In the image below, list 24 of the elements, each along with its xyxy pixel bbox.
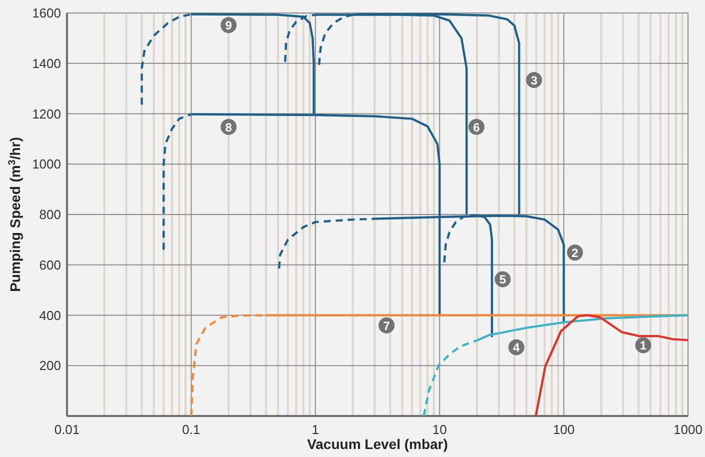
annotation: 2 <box>572 246 579 260</box>
annotation: 8 <box>225 120 232 134</box>
x-axis-title: Vacuum Level (mbar) <box>307 436 448 452</box>
x-tick-label: 0.1 <box>182 422 200 437</box>
y-tick-label: 1400 <box>32 56 61 71</box>
annotation: 7 <box>383 318 390 333</box>
y-tick-label: 800 <box>39 207 61 222</box>
annotation: 5 <box>499 272 506 287</box>
annotation: 6 <box>473 120 480 134</box>
y-tick-label: 400 <box>39 308 61 323</box>
x-tick-label: 1 <box>312 422 320 437</box>
x-tick-label: 1000 <box>674 422 702 437</box>
y-tick-label: 1600 <box>32 6 61 20</box>
annotation: 9 <box>225 18 232 33</box>
x-tick-label: 0.01 <box>54 422 80 437</box>
y-tick-label: 600 <box>39 257 61 272</box>
x-tick-label: 100 <box>552 422 575 437</box>
y-tick-label: 200 <box>39 358 61 374</box>
y-tick-label: 1000 <box>32 156 61 172</box>
x-tick-label: 10 <box>432 422 447 437</box>
annotation: 3 <box>530 74 538 88</box>
annotation: 1 <box>640 338 647 353</box>
annotation: 4 <box>513 340 520 355</box>
y-tick-label: 1200 <box>32 106 61 122</box>
